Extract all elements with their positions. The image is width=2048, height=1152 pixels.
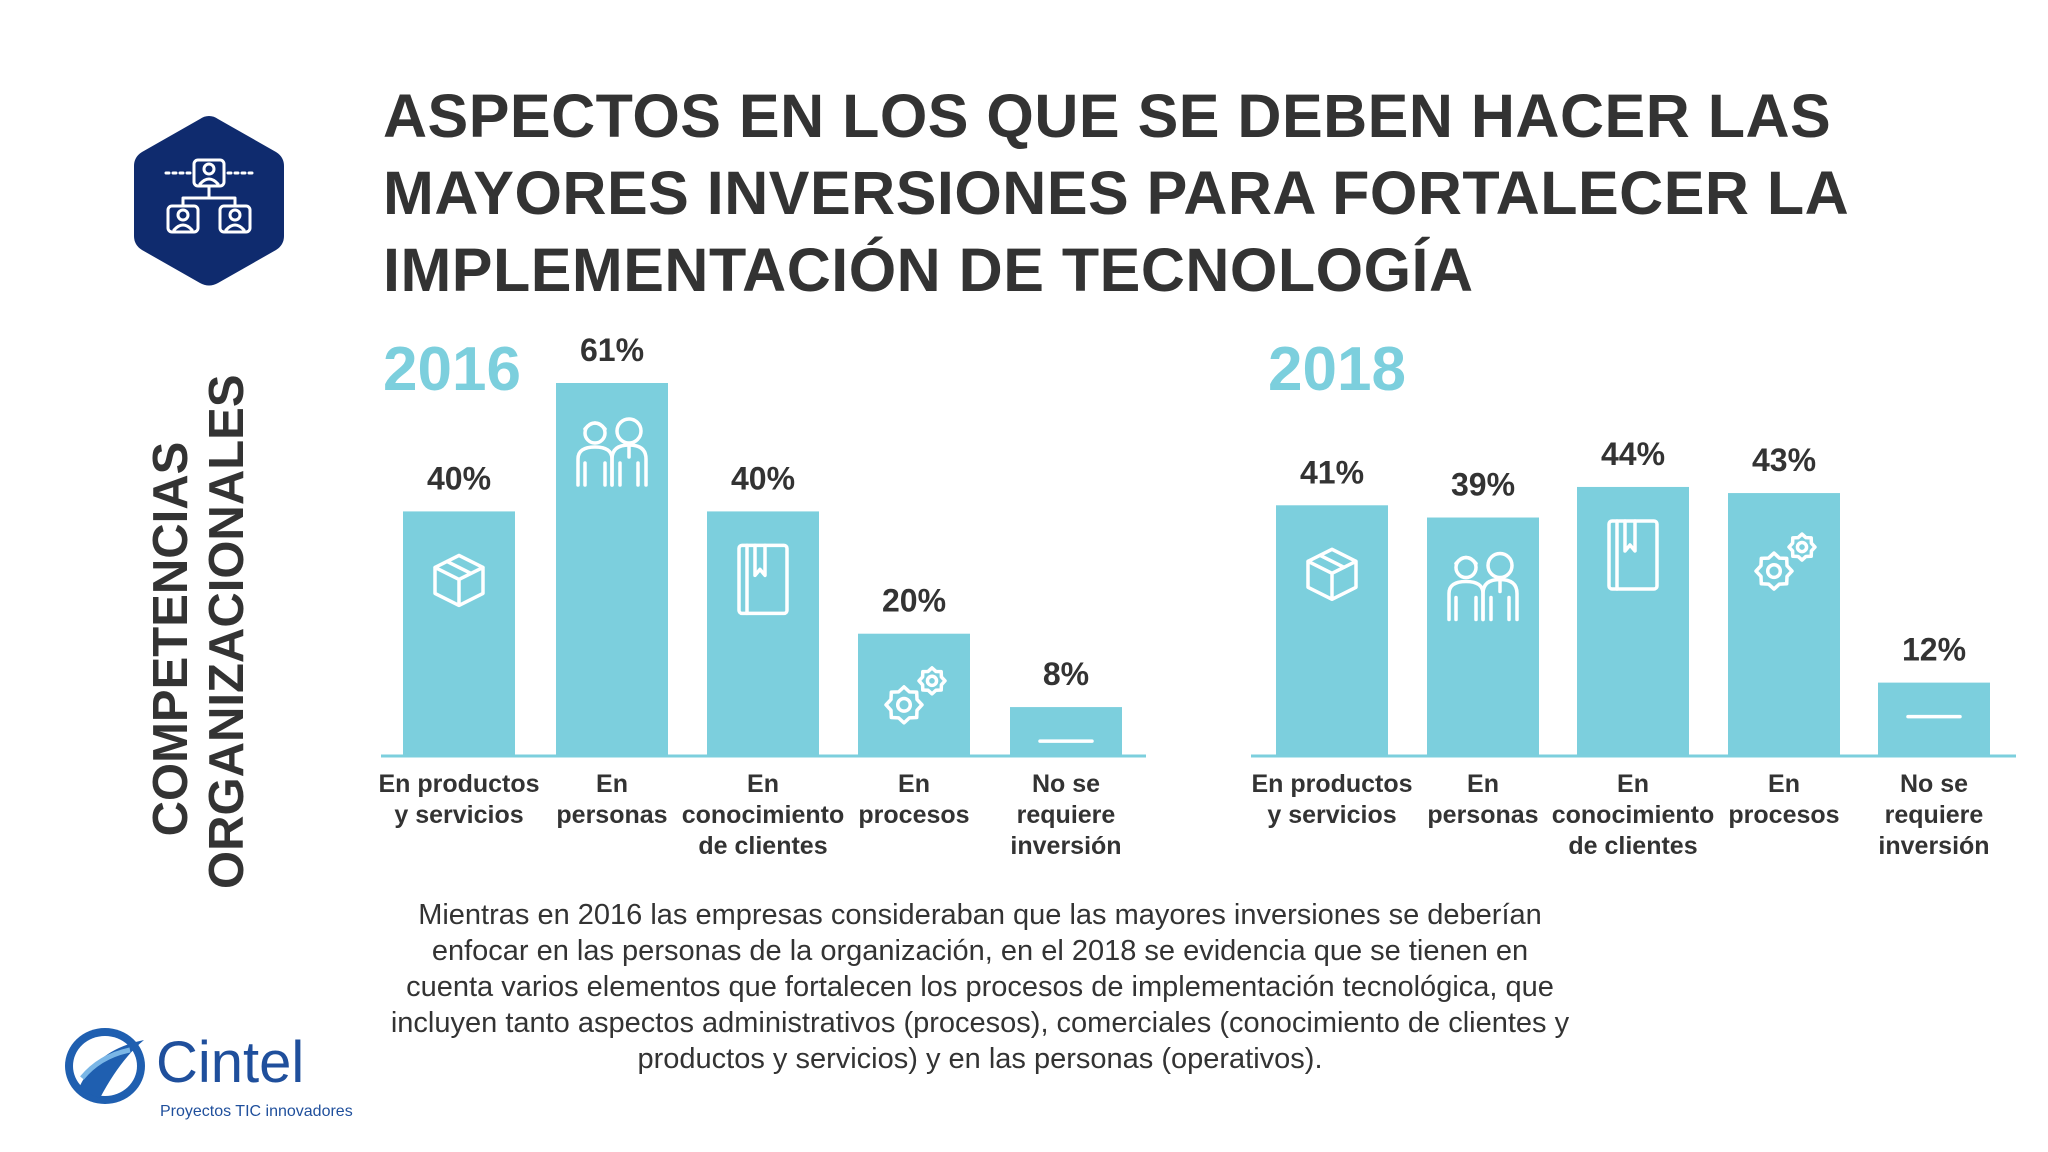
category-label-line: de clientes [698,832,827,860]
category-label-line: conocimiento [682,801,845,829]
bar-value-label: 44% [1601,436,1665,472]
category-label-line: No se [1032,770,1100,798]
category-label: No se requiere inversión [1878,770,1989,860]
bar-value-label: 61% [580,332,644,368]
bar-value-label: 41% [1300,454,1364,490]
category-label-line: En [1617,770,1649,798]
org-chart-badge [134,116,284,286]
bar [858,633,970,756]
category-label-line: No se [1900,770,1968,798]
category-label-line: En productos [1251,770,1412,798]
category-label-line: inversión [1010,832,1121,860]
category-label-line: personas [1427,801,1538,829]
category-label: En procesos [1728,770,1839,829]
bar [1010,707,1122,756]
bar-value-label: 12% [1902,632,1966,668]
chart-year-label: 2016 [383,335,521,404]
bar-value-label: 40% [427,460,491,496]
category-label: En productos y servicios [378,770,539,829]
gears-icon [884,666,947,725]
category-label-line: procesos [858,801,969,829]
cintel-logo-mark [65,1028,145,1104]
caption-text: Mientras en 2016 las empresas considerab… [390,899,1570,1075]
category-label-line: En [596,770,628,798]
category-label-line: conocimiento [1552,801,1715,829]
cintel-logo-tagline: Proyectos TIC innovadores [160,1103,353,1120]
category-label: En personas [1427,770,1538,829]
box-icon [433,553,485,608]
bar-value-label: 8% [1043,656,1089,692]
people-icon [576,417,648,487]
category-label-line: procesos [1728,801,1839,829]
category-label: En procesos [858,770,969,829]
chart-1: 2018 41% En productos y servicios 39% En perso… [1251,335,2016,860]
bar [403,511,515,756]
gears-icon [1754,532,1817,591]
bar [556,383,668,756]
category-label-line: y servicios [1267,801,1396,829]
category-label-line: En [1467,770,1499,798]
title-line: ASPECTOS EN LOS QUE SE DEBEN HACER LAS [383,82,1832,150]
org-chart-people-icon [164,158,254,234]
category-label-line: En [1768,770,1800,798]
category-label-line: y servicios [394,801,523,829]
bar [1878,682,1990,756]
category-label-line: En [898,770,930,798]
bar [707,511,819,756]
category-label: En conocimiento de clientes [1552,770,1715,860]
bar-value-label: 40% [731,460,795,496]
chart-year-label: 2018 [1268,335,1406,404]
category-label: En productos y servicios [1251,770,1412,829]
bar [1427,517,1539,756]
bar [1728,493,1840,756]
cintel-logo: Cintel Proyectos TIC innovadores [65,1028,353,1120]
book-icon [1607,519,1659,591]
category-label: No se requiere inversión [1010,770,1121,860]
title-line: MAYORES INVERSIONES PARA FORTALECER LA [383,159,1850,227]
box-icon [1306,547,1358,602]
bar [1577,486,1689,756]
category-label: En personas [556,770,667,829]
bar-value-label: 39% [1451,467,1515,503]
category-label-line: En productos [378,770,539,798]
bar-value-label: 20% [882,583,946,619]
category-label-line: inversión [1878,832,1989,860]
page-title: ASPECTOS EN LOS QUE SE DEBEN HACER LAS M… [383,78,2023,309]
cintel-logo-wordmark: Cintel [156,1030,304,1095]
book-icon [737,543,789,616]
chart-0: 2016 40% En productos y servicios 61% En perso… [378,332,1146,860]
bar [1276,505,1388,756]
category-label-line: requiere [1885,801,1984,829]
category-label: En conocimiento de clientes [682,770,845,860]
bar-value-label: 43% [1752,442,1816,478]
category-label-line: de clientes [1568,832,1697,860]
category-label-line: requiere [1017,801,1116,829]
category-label-line: En [747,770,779,798]
category-label-line: personas [556,801,667,829]
people-icon [1447,551,1519,622]
title-line: IMPLEMENTACIÓN DE TECNOLOGÍA [383,236,1474,304]
